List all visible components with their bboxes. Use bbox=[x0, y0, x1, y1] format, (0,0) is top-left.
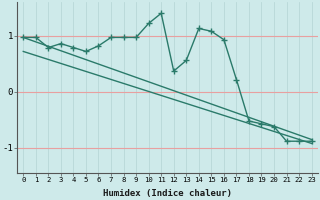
X-axis label: Humidex (Indice chaleur): Humidex (Indice chaleur) bbox=[103, 189, 232, 198]
